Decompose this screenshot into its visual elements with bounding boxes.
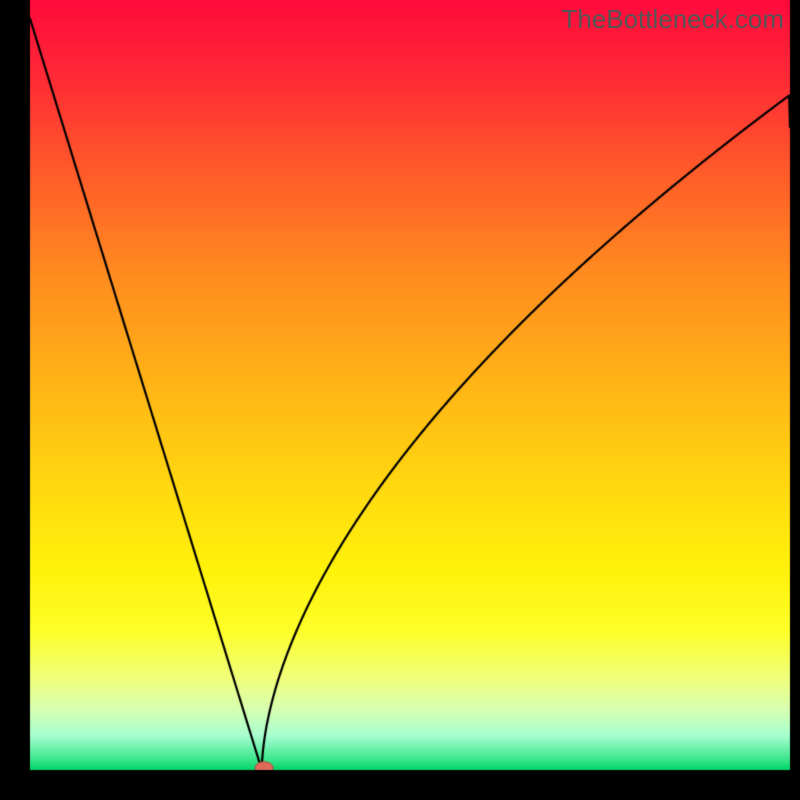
- bottleneck-chart-canvas: [0, 0, 800, 800]
- chart-container: TheBottleneck.com: [0, 0, 800, 800]
